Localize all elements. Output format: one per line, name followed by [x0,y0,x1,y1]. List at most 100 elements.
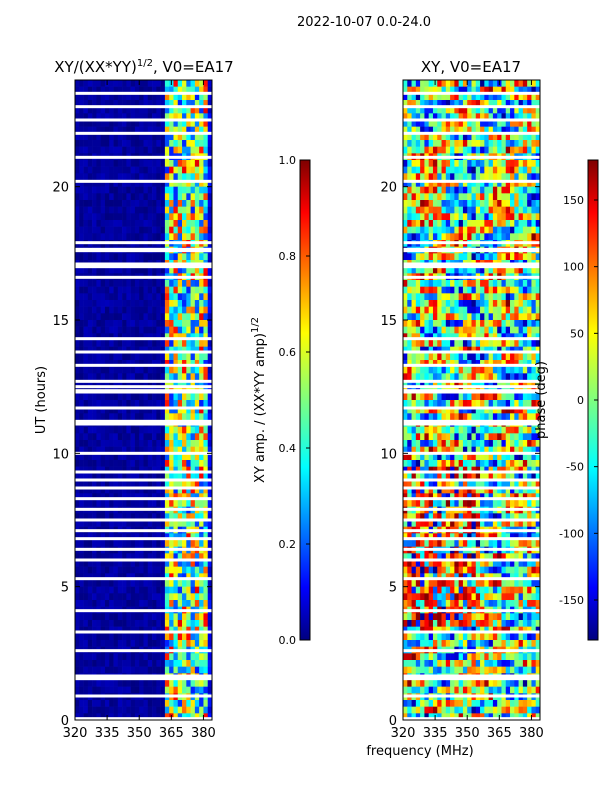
heatmap1-cell [199,593,204,601]
heatmap2-cell [514,406,519,414]
heatmap1-cell [199,306,204,314]
heatmap2-cell [411,113,417,121]
heatmap1-cell [203,706,209,714]
heatmap1-cell [126,406,131,414]
heatmap1-cell [194,580,200,587]
heatmap2-cell [403,173,408,181]
heatmap2-cell [535,106,540,114]
heatmap1-cell [177,453,183,461]
heatmap1-cell [143,180,149,187]
heatmap2-cell [531,140,537,147]
heatmap1-cell [203,553,209,561]
heatmap1-cell [152,680,157,687]
heatmap2-cell [514,293,519,301]
heatmap1-cell [143,666,149,674]
heatmap1-cell [173,286,179,294]
heatmap2-cell [505,146,511,154]
heatmap1-cell [117,333,123,341]
heatmap2-cell [492,346,498,354]
heatmap2-cell [471,266,477,274]
heatmap2-cell [403,233,408,241]
heatmap1-cell [147,586,153,594]
heatmap2-cell [492,406,498,414]
heatmap1-cell [177,80,183,87]
heatmap2-cell [484,173,489,181]
heatmap1-cell [130,586,136,594]
heatmap2-cell [424,340,429,347]
heatmap1-cell [160,253,166,261]
heatmap2-cell [518,413,524,421]
heatmap1-cell [160,713,166,720]
heatmap1-cell [143,473,149,481]
heatmap1-cell [207,500,212,507]
heatmap2-cell [462,360,468,367]
heatmap1-cell [173,653,179,661]
heatmap1-cell [169,560,174,567]
heatmap2-cell [475,100,481,107]
heatmap1-cell [203,300,209,307]
heatmap1-cell [122,160,127,167]
heatmap1-cell [96,620,101,627]
heatmap2-cell [497,373,502,381]
heatmap2-cell [514,106,519,114]
heatmap2-cell [514,446,519,454]
heatmap1-cell [117,640,123,647]
heatmap2-cell [420,326,425,334]
heatmap1-cell [186,540,191,547]
heatmap1-cell [160,80,166,87]
heatmap1-cell [152,266,157,274]
heatmap1-cell [194,160,200,167]
heatmap1-cell [147,706,153,714]
heatmap2-cell [441,366,447,374]
heatmap1-cell [164,93,170,101]
heatmap1-cell [173,600,179,607]
heatmap1-cell [156,293,161,301]
heatmap2-cell [428,286,434,294]
heatmap1-cell [113,160,119,167]
heatmap1-cell [109,686,114,694]
heatmap1-cell [75,400,80,407]
heatmap1-cell [182,460,187,467]
heatmap2-cell [411,300,417,307]
heatmap2-cell [458,326,464,334]
heatmap2-cell [424,306,429,314]
heatmap1-cell [173,620,179,627]
heatmap2-cell [484,433,489,441]
heatmap1-cell [96,293,101,301]
heatmap2-cell [432,453,438,461]
heatmap2-cell [510,180,515,187]
heatmap2-cell [411,340,417,347]
heatmap1-cell [199,460,204,467]
heatmap2-cell [527,180,532,187]
heatmap1-cell [207,353,212,361]
heatmap1-cell [143,580,149,587]
heatmap2-cell [535,353,540,361]
heatmap2-cell [454,293,459,301]
heatmap1-cell [169,306,174,314]
heatmap1-cell [152,566,157,574]
heatmap1-cell [75,446,80,454]
heatmap2-cell [415,80,421,87]
heatmap2-cell [475,440,481,447]
heatmap1-cell [147,160,153,167]
heatmap1-cell [113,173,119,181]
heatmap2-cell [471,453,477,461]
heatmap2-cell [415,173,421,181]
heatmap1-cell [199,660,204,667]
heatmap1-cell [182,613,187,621]
heatmap1-cell [169,446,174,454]
heatmap1-cell [100,346,106,354]
heatmap1-cell [160,400,166,407]
heatmap1-cell [177,226,183,234]
heatmap2-cell [535,346,540,354]
heatmap1-cell [147,193,153,201]
heatmap2-cell [505,220,511,227]
heatmap1-cell [126,566,131,574]
heatmap1-cell [173,553,179,561]
heatmap1-cell [104,453,110,461]
heatmap1-cell [126,700,131,707]
heatmap2-cell [471,126,477,134]
heatmap1-cell [134,80,140,87]
heatmap2-cell [475,193,481,201]
